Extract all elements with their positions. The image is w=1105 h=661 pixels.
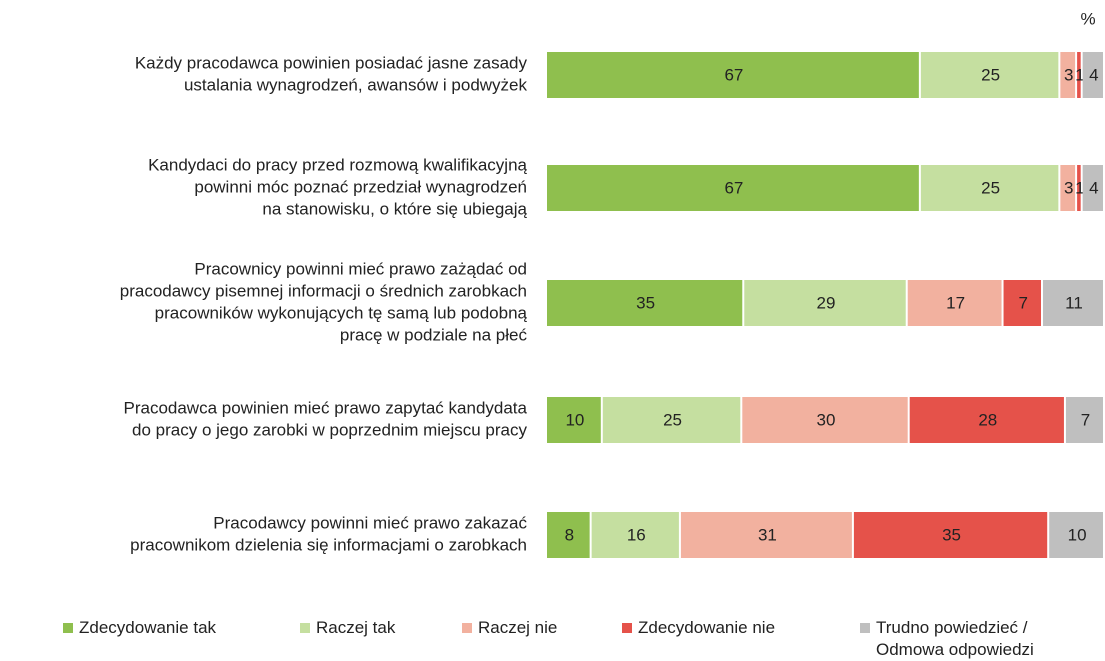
legend-item: Raczej nie [462, 617, 612, 639]
value-label: 16 [627, 525, 646, 544]
value-label: 25 [663, 410, 682, 429]
bar-segment [920, 165, 1059, 211]
value-label: 1 [1075, 178, 1084, 197]
legend-item: Raczej tak [300, 617, 450, 639]
legend-label: Trudno powiedzieć / Odmowa odpowiedzi [876, 618, 1034, 659]
value-label: 30 [817, 410, 836, 429]
value-label: 35 [942, 525, 961, 544]
category-label: pracodawcy pisemnej informacji o średnic… [120, 281, 527, 300]
value-label: 4 [1089, 65, 1098, 84]
category-label: Pracodawca powinien mieć prawo zapytać k… [123, 398, 527, 417]
value-label: 10 [1068, 525, 1087, 544]
legend-swatch [622, 623, 632, 633]
category-label: powinni móc poznać przedział wynagrodzeń [194, 177, 527, 196]
bar-segment [920, 52, 1059, 98]
unit-label: % [1080, 9, 1095, 28]
value-label: 67 [724, 65, 743, 84]
category-label: pracownikom dzielenia się informacjami o… [130, 535, 527, 554]
value-label: 8 [565, 525, 574, 544]
value-label: 25 [981, 65, 1000, 84]
bar-segment [1043, 280, 1103, 326]
category-label: pracowników wykonujących tę samą lub pod… [155, 303, 528, 322]
bar-segment [742, 397, 908, 443]
value-label: 17 [946, 293, 965, 312]
bar-segment [1065, 397, 1103, 443]
bar-segment [680, 512, 852, 558]
bar-segment [547, 397, 601, 443]
legend-swatch [63, 623, 73, 633]
category-label: Pracownicy powinni mieć prawo zażądać od [194, 259, 527, 278]
bar-segment [1060, 165, 1076, 211]
bar-segment [1077, 165, 1081, 211]
value-label: 67 [724, 178, 743, 197]
category-label: Każdy pracodawca powinien posiadać jasne… [135, 53, 528, 72]
legend-label: Zdecydowanie tak [79, 618, 217, 637]
bar-segment [907, 280, 1002, 326]
bar-segment [744, 280, 906, 326]
legend-swatch [300, 623, 310, 633]
value-label: 7 [1019, 293, 1028, 312]
legend-item: Zdecydowanie tak [63, 617, 293, 639]
value-label: 7 [1081, 410, 1090, 429]
value-label: 4 [1089, 178, 1098, 197]
category-label: na stanowisku, o które się ubiegają [262, 199, 527, 218]
bar-segment [1060, 52, 1076, 98]
legend-label: Raczej nie [478, 618, 558, 637]
legend: Zdecydowanie tak Raczej tak Raczej nie Zdec… [0, 617, 1105, 660]
bar-segment [1082, 165, 1103, 211]
value-label: 3 [1064, 65, 1073, 84]
value-label: 29 [817, 293, 836, 312]
legend-swatch [860, 623, 870, 633]
value-label: 28 [978, 410, 997, 429]
bar-segment [1082, 52, 1103, 98]
bar-segment [547, 165, 919, 211]
value-label: 1 [1075, 65, 1084, 84]
bar-segment [547, 280, 743, 326]
legend-swatch [462, 623, 472, 633]
legend-item: Zdecydowanie nie [622, 617, 852, 639]
value-label: 25 [981, 178, 1000, 197]
category-label: ustalania wynagrodzeń, awansów i podwyże… [184, 75, 528, 94]
bar-segment [1077, 52, 1081, 98]
value-label: 10 [565, 410, 584, 429]
bar-segment [602, 397, 741, 443]
legend-item: Trudno powiedzieć / Odmowa odpowiedzi [860, 617, 1100, 661]
bar-segment [909, 397, 1064, 443]
value-label: 35 [636, 293, 655, 312]
value-label: 11 [1065, 293, 1083, 312]
value-label: 3 [1064, 178, 1073, 197]
legend-label: Zdecydowanie nie [638, 618, 776, 637]
legend-label: Raczej tak [316, 618, 396, 637]
bar-segment [1049, 512, 1103, 558]
category-label: Pracodawcy powinni mieć prawo zakazać [213, 513, 527, 532]
chart: % Każdy pracodawca powinien posiadać jas… [120, 9, 1103, 558]
category-label: do pracy o jego zarobki w poprzednim mie… [132, 420, 527, 439]
value-label: 31 [758, 525, 777, 544]
bar-segment [547, 512, 590, 558]
bar-segment [547, 52, 919, 98]
category-label: Kandydaci do pracy przed rozmową kwalifi… [148, 155, 527, 174]
bar-segment [1003, 280, 1041, 326]
bar-segment [591, 512, 679, 558]
bar-segment [853, 512, 1048, 558]
category-label: pracę w podziale na płeć [340, 325, 528, 344]
